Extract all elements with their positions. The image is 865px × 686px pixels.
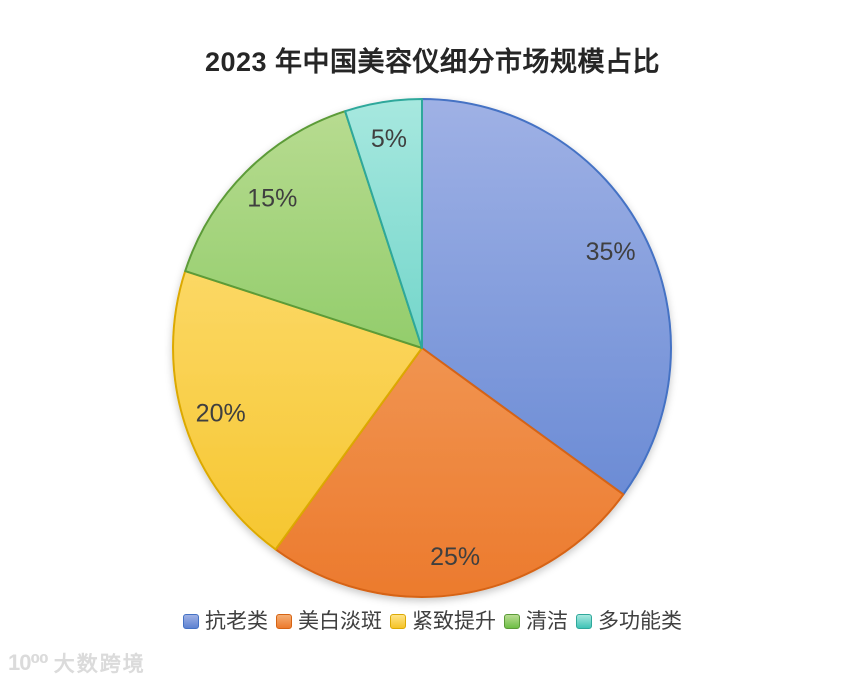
pie-slice-label: 25% [430, 543, 480, 571]
legend-item: 多功能类 [576, 611, 682, 632]
legend-swatch-icon [390, 614, 406, 629]
pie-slice-label: 20% [196, 399, 246, 427]
watermark-brand-text: 大数跨境 [53, 653, 146, 676]
pie-slice [421, 98, 672, 496]
legend-item: 紧致提升 [390, 611, 496, 632]
legend-swatch-icon [276, 614, 292, 629]
pie-slice-label: 35% [586, 238, 636, 266]
legend-label: 美白淡斑 [298, 610, 382, 633]
legend-swatch-icon [183, 614, 199, 629]
legend-item: 清洁 [504, 611, 568, 632]
pie-slice-label: 5% [371, 125, 407, 153]
pie-slice-label: 15% [247, 184, 297, 212]
chart-legend: 抗老类 美白淡斑 紧致提升 清洁 多功能类 [0, 611, 865, 632]
watermark: 10⁰⁰ 大数跨境 [8, 648, 146, 678]
pie-slice [344, 98, 423, 349]
legend-label: 紧致提升 [412, 610, 496, 633]
watermark-logo-icon: 10⁰⁰ [8, 650, 49, 675]
legend-item: 抗老类 [183, 611, 268, 632]
pie-slice [274, 347, 625, 598]
legend-swatch-icon [504, 614, 520, 629]
legend-label: 清洁 [526, 610, 568, 633]
pie-slice [184, 110, 423, 349]
pie-slice [172, 270, 423, 551]
chart-title: 2023 年中国美容仪细分市场规模占比 [204, 47, 661, 77]
legend-label: 多功能类 [598, 610, 682, 633]
legend-swatch-icon [576, 614, 592, 629]
legend-item: 美白淡斑 [276, 611, 382, 632]
legend-label: 抗老类 [205, 610, 268, 633]
